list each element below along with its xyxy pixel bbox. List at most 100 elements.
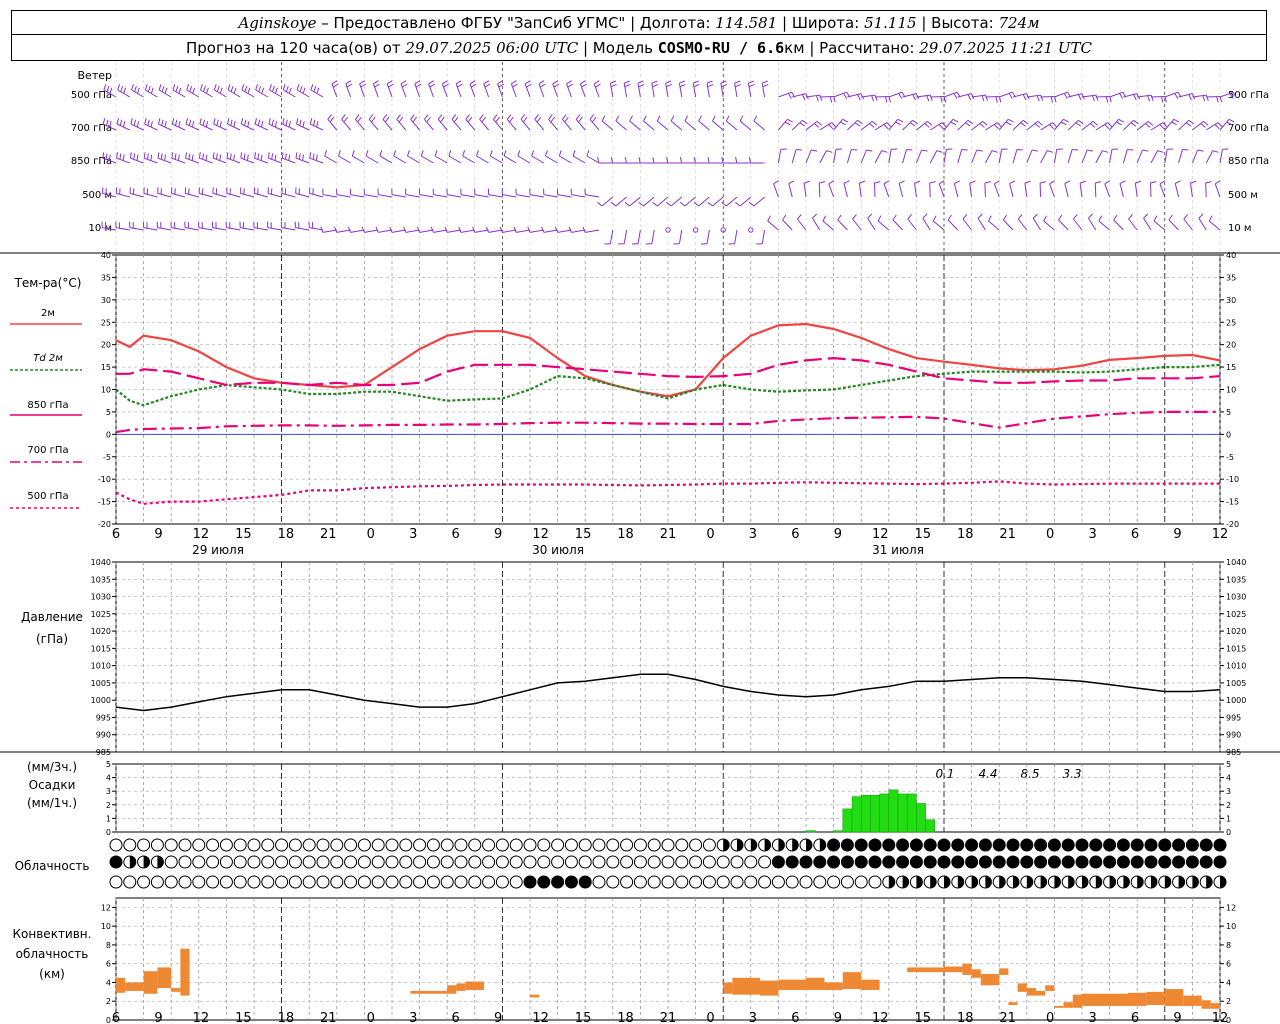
- temp-series-line: [116, 356, 1221, 387]
- wind-barb-flag: [1198, 213, 1204, 219]
- wind-barb-flag: [495, 116, 500, 123]
- wind-barb-flag: [877, 215, 882, 222]
- temp-ytick-label: 20: [1226, 341, 1236, 350]
- wind-barb-flag: [375, 226, 379, 233]
- cloud-symbol: [785, 875, 799, 889]
- wind-barb-flag: [707, 157, 710, 164]
- wind-barb-staff: [143, 192, 158, 198]
- wind-barb-flag: [860, 93, 865, 100]
- wind-barb-flag: [506, 114, 512, 120]
- x-tick-label: 3: [409, 1011, 417, 1024]
- wind-barb-flag: [389, 226, 393, 233]
- wind-barb-staff: [1024, 183, 1028, 198]
- wind-barb-flag: [815, 95, 819, 102]
- wind-barb-flag: [244, 85, 248, 92]
- wind-barb-staff: [355, 118, 365, 131]
- cloud-symbol: [592, 875, 606, 889]
- wind-barb-flag: [1104, 180, 1111, 185]
- wind-barb-flag: [161, 85, 165, 92]
- wind-barb-flag: [1200, 123, 1206, 128]
- wind-barb-staff: [437, 118, 448, 131]
- wind-barb-staff: [158, 123, 172, 131]
- wind-barb-flag: [739, 115, 744, 122]
- wind-barb-flag: [1135, 180, 1142, 184]
- wind-barb-staff: [739, 196, 752, 207]
- wind-barb-flag: [828, 124, 834, 130]
- wind-barb-flag: [244, 119, 247, 126]
- wind-barb-staff: [497, 83, 503, 98]
- wind-barb-staff: [566, 83, 572, 98]
- wind-barb-staff: [462, 155, 476, 164]
- wind-barb-flag: [434, 150, 438, 157]
- model-label: | Модель: [578, 39, 658, 57]
- wind-barb-flag: [969, 180, 976, 184]
- wind-barb-flag: [393, 150, 397, 157]
- wind-barb-flag: [1205, 94, 1209, 101]
- wind-barb-staff: [1205, 122, 1219, 131]
- wind-barb-staff: [888, 91, 903, 98]
- conv-ytick-label: 0: [106, 1016, 111, 1024]
- wind-barb-staff: [571, 229, 586, 233]
- wind-barb-staff: [324, 155, 338, 164]
- cloud-symbol: [344, 855, 358, 869]
- wind-barb-staff: [198, 192, 213, 198]
- x-tick-label: 0: [706, 1011, 714, 1024]
- cloud-symbol: [551, 875, 565, 889]
- wind-barb-staff: [916, 121, 928, 131]
- wind-barb-flag: [520, 114, 526, 120]
- wind-barb-flag: [144, 118, 147, 125]
- wind-barb-flag: [1089, 123, 1096, 128]
- cloud-symbol: [399, 855, 413, 869]
- wind-barb-staff: [359, 83, 365, 98]
- x-tick-label: 6: [112, 1011, 120, 1024]
- precip-total-3: 8.5: [1020, 767, 1039, 781]
- wind-barb-flag: [200, 84, 203, 91]
- wind-barb-flag: [1109, 96, 1112, 103]
- x-tick-label: 12: [193, 527, 210, 542]
- wind-barb-staff: [670, 120, 683, 131]
- x-tick-label: 21: [660, 527, 677, 542]
- wind-barb-flag: [922, 213, 928, 219]
- wind-barb-flag: [105, 153, 108, 160]
- wind-barb-staff: [858, 183, 862, 198]
- wind-barb-staff: [171, 192, 186, 198]
- x-tick-label: 0: [1046, 527, 1054, 542]
- wind-barb-staff: [529, 194, 544, 198]
- wind-barb-flag: [1182, 149, 1189, 151]
- wind-barb-flag: [773, 180, 779, 185]
- cloud-symbol: [1103, 838, 1117, 852]
- cloud-symbol: [523, 838, 537, 852]
- wind-barb-staff: [874, 182, 876, 198]
- wind-barb-flag: [1188, 94, 1192, 101]
- wind-barb-flag: [403, 226, 407, 233]
- cloud-symbol: [1061, 838, 1075, 852]
- wind-barb-flag: [831, 122, 837, 128]
- temp-ytick-label: 10: [101, 386, 111, 395]
- wind-barb-staff: [1039, 182, 1042, 198]
- x-tick-label: 3: [409, 527, 417, 542]
- wind-barb-flag: [527, 226, 531, 233]
- precip-bar: [860, 795, 871, 833]
- wind-barb-staff: [706, 83, 710, 98]
- wind-barb-staff: [609, 229, 614, 244]
- conv-cloud-bar: [723, 982, 733, 994]
- wind-barb-flag: [1202, 95, 1206, 102]
- wind-barb-staff: [874, 96, 890, 98]
- wind-barb-flag: [164, 121, 167, 128]
- cloud-symbol: [840, 855, 854, 869]
- wind-barb-staff: [309, 192, 324, 198]
- wind-barb-staff: [883, 183, 890, 198]
- wind-barb-staff: [407, 155, 420, 164]
- cloud-symbol: [288, 838, 302, 852]
- cloud-symbol: [882, 838, 896, 852]
- cloud-symbol: [840, 875, 854, 889]
- conv-ytick-label: 6: [1226, 960, 1231, 969]
- wind-barb-flag: [666, 201, 672, 207]
- wind-barb-flag: [898, 180, 905, 184]
- latitude-label: | Широта:: [777, 14, 865, 32]
- wind-barb-flag: [1229, 93, 1234, 99]
- wind-barb-flag: [802, 119, 808, 125]
- wind-barb-flag: [213, 84, 217, 91]
- wind-barb-flag: [1049, 180, 1055, 185]
- cloud-symbol: [371, 855, 385, 869]
